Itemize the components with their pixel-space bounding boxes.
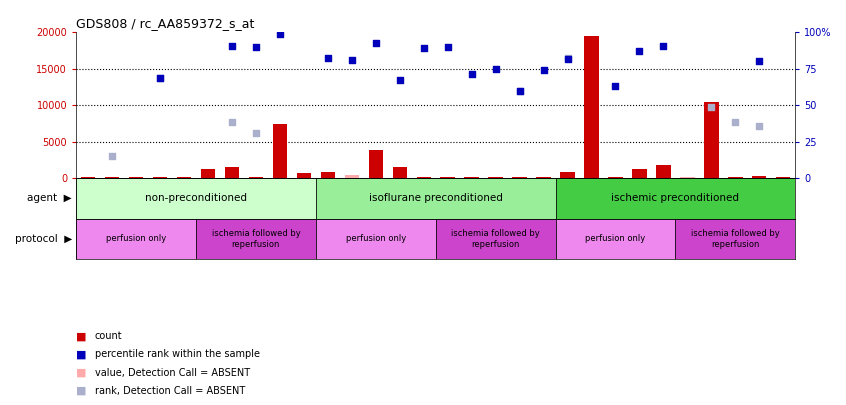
Point <box>536 67 550 74</box>
Bar <box>704 102 718 178</box>
Text: non-preconditioned: non-preconditioned <box>145 194 247 203</box>
Text: perfusion only: perfusion only <box>106 234 166 243</box>
Text: ischemia followed by
reperfusion: ischemia followed by reperfusion <box>212 229 300 249</box>
Bar <box>129 177 143 178</box>
Bar <box>105 177 119 178</box>
Text: count: count <box>95 331 123 341</box>
Bar <box>249 177 263 178</box>
Bar <box>680 177 695 178</box>
Point <box>561 56 574 63</box>
Point <box>561 55 574 61</box>
Bar <box>513 177 527 178</box>
Point <box>513 87 526 94</box>
Bar <box>608 177 623 178</box>
Bar <box>201 169 215 178</box>
Bar <box>272 124 287 178</box>
Bar <box>656 165 671 178</box>
Bar <box>488 177 503 178</box>
Text: percentile rank within the sample: percentile rank within the sample <box>95 350 260 359</box>
Point <box>752 122 766 129</box>
Point <box>513 87 526 94</box>
Bar <box>177 177 191 178</box>
Bar <box>196 219 316 259</box>
Bar <box>369 151 383 178</box>
Point <box>417 45 431 52</box>
Bar <box>321 173 335 178</box>
Text: ■: ■ <box>76 331 86 341</box>
Point <box>489 66 503 72</box>
Bar <box>153 177 168 178</box>
Bar <box>728 177 743 178</box>
Point <box>345 57 359 63</box>
Bar <box>76 178 316 219</box>
Point <box>441 44 454 50</box>
Text: ischemic preconditioned: ischemic preconditioned <box>612 194 739 203</box>
Point <box>153 75 167 81</box>
Bar <box>675 219 795 259</box>
Bar <box>752 176 766 178</box>
Bar <box>297 173 311 178</box>
Text: ■: ■ <box>76 368 86 377</box>
Point <box>225 42 239 49</box>
Bar <box>776 177 790 178</box>
Point <box>752 58 766 64</box>
Bar <box>585 36 599 178</box>
Text: protocol  ▶: protocol ▶ <box>14 234 72 244</box>
Point <box>249 44 262 50</box>
Text: perfusion only: perfusion only <box>585 234 645 243</box>
Text: rank, Detection Call = ABSENT: rank, Detection Call = ABSENT <box>95 386 245 396</box>
Bar <box>632 169 646 178</box>
Point <box>728 119 742 125</box>
Point <box>273 31 287 37</box>
Text: value, Detection Call = ABSENT: value, Detection Call = ABSENT <box>95 368 250 377</box>
Bar <box>441 177 455 178</box>
Bar <box>344 175 359 178</box>
Bar <box>560 173 574 178</box>
Point <box>249 130 262 136</box>
Bar <box>393 167 407 178</box>
Bar <box>556 178 795 219</box>
Bar <box>536 177 551 178</box>
Point <box>705 104 718 111</box>
Bar <box>225 167 239 178</box>
Bar <box>556 219 675 259</box>
Point <box>225 119 239 125</box>
Bar <box>436 219 556 259</box>
Bar <box>76 219 196 259</box>
Bar <box>464 177 479 178</box>
Point <box>393 77 406 83</box>
Point <box>633 47 646 54</box>
Point <box>369 40 382 47</box>
Point <box>464 71 478 77</box>
Text: ■: ■ <box>76 386 86 396</box>
Text: ■: ■ <box>76 350 86 359</box>
Point <box>105 153 118 160</box>
Text: GDS808 / rc_AA859372_s_at: GDS808 / rc_AA859372_s_at <box>76 17 255 30</box>
Text: perfusion only: perfusion only <box>346 234 406 243</box>
Text: isoflurane preconditioned: isoflurane preconditioned <box>369 194 503 203</box>
Point <box>608 83 622 90</box>
Text: ischemia followed by
reperfusion: ischemia followed by reperfusion <box>691 229 780 249</box>
Point <box>321 55 334 61</box>
Bar <box>81 177 96 178</box>
Text: agent  ▶: agent ▶ <box>27 194 72 203</box>
Bar <box>316 178 556 219</box>
Point <box>656 42 670 49</box>
Text: ischemia followed by
reperfusion: ischemia followed by reperfusion <box>451 229 540 249</box>
Bar <box>316 219 436 259</box>
Bar <box>416 177 431 178</box>
Point <box>153 75 167 81</box>
